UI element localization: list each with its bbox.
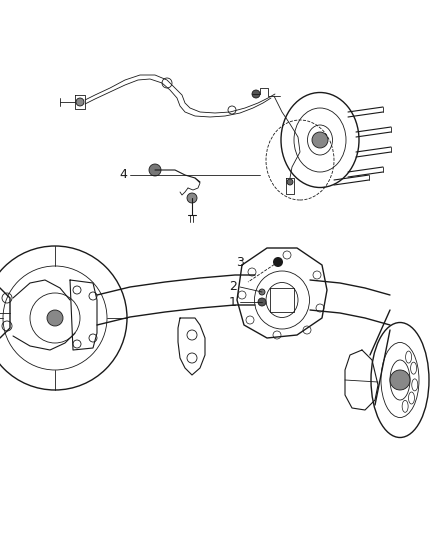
- Circle shape: [47, 310, 63, 326]
- Text: 2: 2: [229, 280, 237, 294]
- Circle shape: [258, 298, 266, 306]
- Circle shape: [287, 179, 293, 185]
- Text: 3: 3: [236, 255, 244, 269]
- Text: 4: 4: [119, 168, 127, 182]
- Circle shape: [252, 90, 260, 98]
- Circle shape: [187, 193, 197, 203]
- Circle shape: [259, 289, 265, 295]
- Circle shape: [76, 98, 84, 106]
- Text: 1: 1: [229, 295, 237, 309]
- Circle shape: [273, 257, 283, 267]
- Circle shape: [149, 164, 161, 176]
- Circle shape: [390, 370, 410, 390]
- Circle shape: [312, 132, 328, 148]
